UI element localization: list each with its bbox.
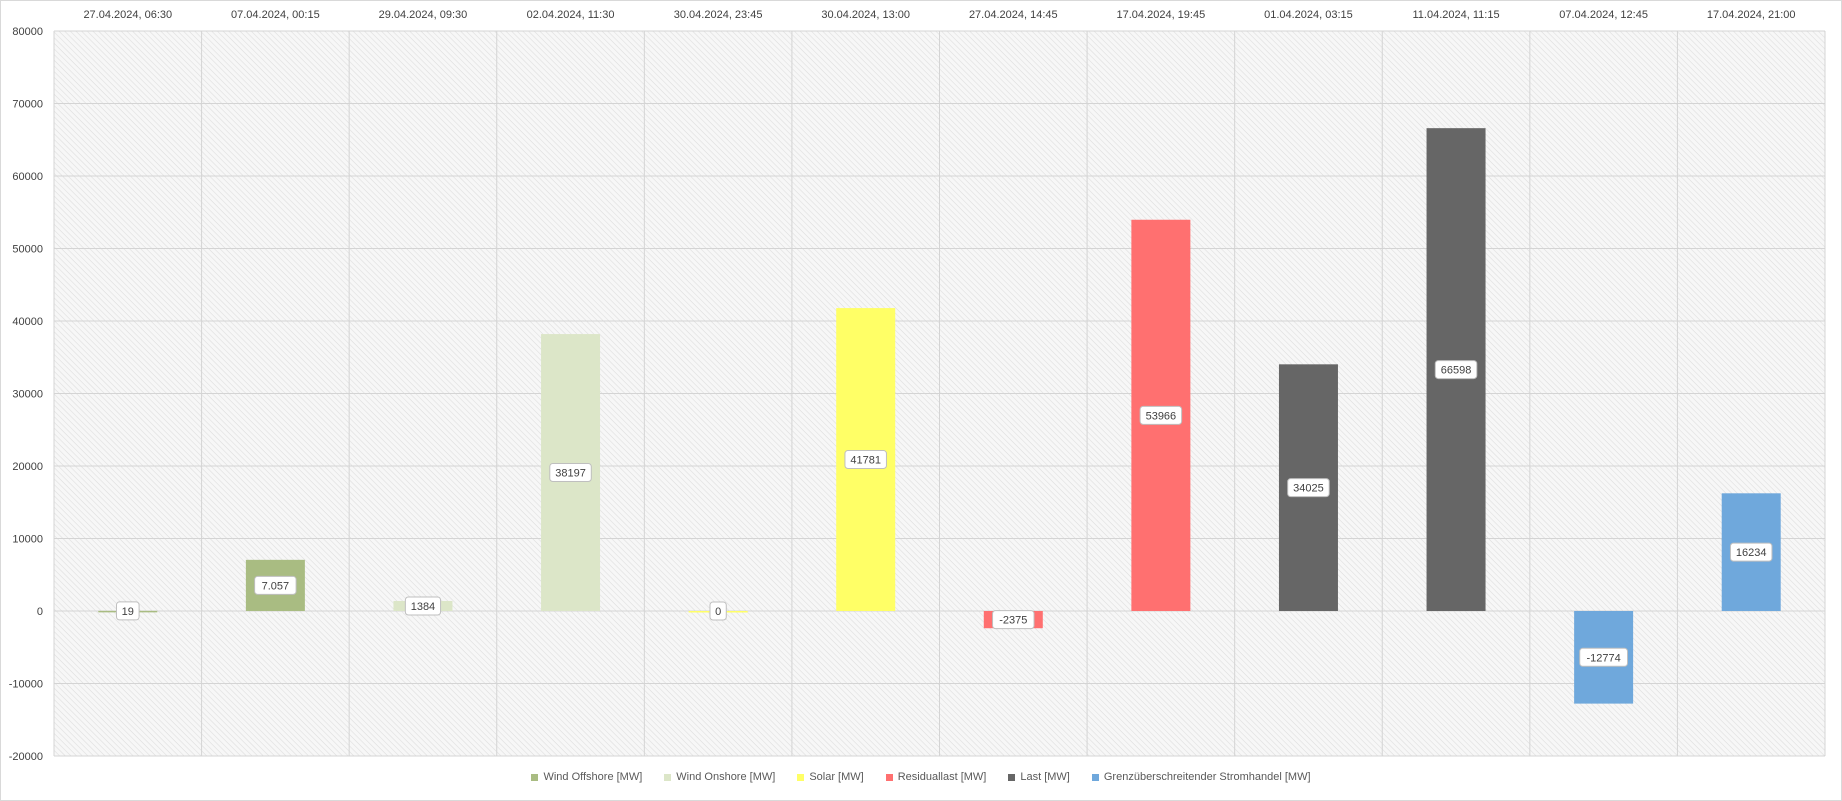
data-label: 34025 (1293, 483, 1324, 495)
data-label-box (1579, 647, 1629, 667)
x-tick-label: 07.04.2024, 00:15 (231, 9, 320, 21)
data-label: 41781 (850, 455, 881, 467)
x-tick-label: 07.04.2024, 12:45 (1559, 9, 1648, 21)
y-tick-label: 50000 (12, 244, 43, 256)
y-tick-label: 10000 (12, 534, 43, 546)
legend-swatch (1091, 773, 1099, 781)
y-tick-label: 80000 (12, 26, 43, 38)
data-label: 19 (122, 606, 134, 618)
data-label-box (404, 596, 442, 616)
x-tick-label: 30.04.2024, 13:00 (821, 9, 910, 21)
legend-item: Grenzüberschreitender Stromhandel [MW] (1091, 771, 1311, 783)
x-tick-label: 29.04.2024, 09:30 (379, 9, 468, 21)
data-label: 38197 (555, 468, 586, 480)
y-axis-ticks: 80000 70000 60000 50000 40000 30000 20000 10000… (9, 26, 43, 763)
data-label: 0 (715, 606, 721, 618)
x-tick-label: 11.04.2024, 11:15 (1413, 9, 1500, 21)
legend-label: Wind Offshore [MW] (543, 771, 643, 783)
legend-label: Solar [MW] (809, 771, 864, 783)
data-label-box (1434, 360, 1478, 380)
data-label: -2375 (999, 615, 1027, 627)
y-tick-label: 30000 (12, 389, 43, 401)
data-label-box (1139, 405, 1183, 425)
legend-swatch (885, 773, 893, 781)
data-label: 16234 (1736, 547, 1767, 559)
data-label: 1384 (411, 601, 435, 613)
gridlines (53, 30, 1826, 757)
x-tick-label: 17.04.2024, 19:45 (1117, 9, 1206, 21)
y-tick-label: -10000 (9, 679, 43, 691)
y-tick-label: 0 (37, 606, 43, 618)
data-label-box (1729, 542, 1773, 562)
data-label: 7.057 (262, 580, 290, 592)
legend-swatch (797, 773, 805, 781)
legend-item: Residuallast [MW] (885, 771, 987, 783)
y-tick-label: -20000 (9, 751, 43, 763)
x-tick-label: 30.04.2024, 23:45 (674, 9, 763, 21)
legend-label: Grenzüberschreitender Stromhandel [MW] (1103, 771, 1311, 783)
x-axis-ticks: 27.04.2024, 06:30 07.04.2024, 00:15 29.04.… (83, 9, 1795, 21)
legend: Wind Offshore [MW] Wind Onshore [MW] Solar… (0, 771, 1842, 783)
legend-label: Last [MW] (1020, 771, 1070, 783)
data-label: -12774 (1586, 652, 1620, 664)
data-label-box (115, 601, 140, 621)
data-label: 53966 (1146, 410, 1177, 422)
y-tick-label: 60000 (12, 171, 43, 183)
y-tick-label: 20000 (12, 461, 43, 473)
legend-item: Last [MW] (1008, 771, 1070, 783)
y-tick-label: 70000 (12, 99, 43, 111)
legend-item: Solar [MW] (797, 771, 864, 783)
legend-swatch (531, 773, 539, 781)
data-label-box (709, 601, 727, 621)
legend-swatch (664, 773, 672, 781)
legend-swatch (1008, 773, 1016, 781)
x-tick-label: 17.04.2024, 21:00 (1707, 9, 1796, 21)
x-tick-label: 27.04.2024, 14:45 (969, 9, 1058, 21)
legend-item: Wind Onshore [MW] (664, 771, 775, 783)
data-label-box (844, 450, 887, 470)
x-tick-label: 27.04.2024, 06:30 (83, 9, 172, 21)
x-tick-label: 02.04.2024, 11:30 (527, 9, 615, 21)
data-label-box (992, 610, 1035, 630)
data-label-box (549, 463, 592, 483)
legend-item: Wind Offshore [MW] (531, 771, 642, 783)
data-labels: 19 7.057 1384 38197 0 41781 -2375 53966 34025 665… (115, 360, 1773, 667)
data-label: 66598 (1441, 365, 1472, 377)
y-tick-label: 40000 (12, 316, 43, 328)
data-label-box (1287, 478, 1330, 498)
legend-label: Residuallast [MW] (897, 771, 987, 783)
data-label-box (254, 575, 297, 595)
x-tick-label: 01.04.2024, 03:15 (1264, 9, 1353, 21)
legend-label: Wind Onshore [MW] (676, 771, 776, 783)
